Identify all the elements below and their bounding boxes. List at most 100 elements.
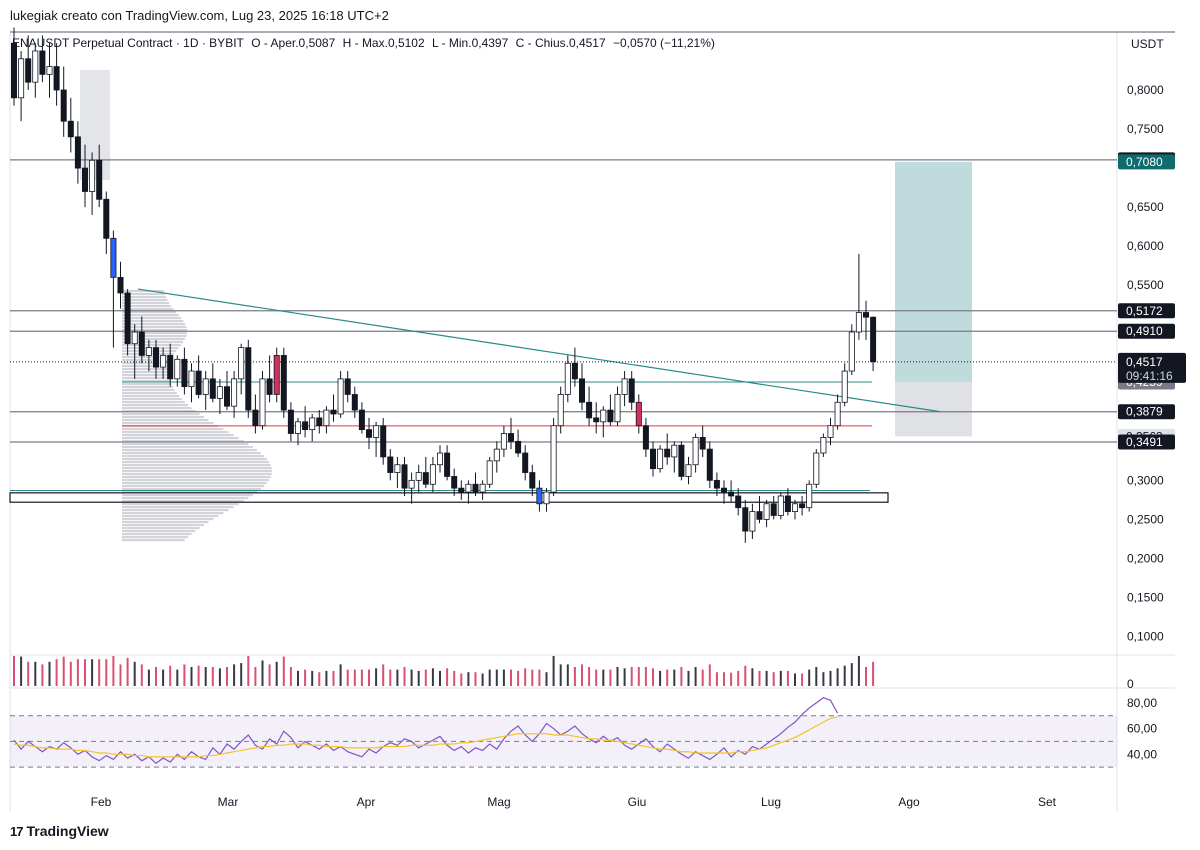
candle-body — [408, 479, 415, 489]
candle — [188, 363, 195, 403]
volume-profile-bar — [122, 461, 270, 464]
volume-bar — [865, 667, 867, 686]
volume-profile-bar — [122, 326, 187, 329]
volume-bar — [410, 669, 413, 686]
candle — [436, 445, 443, 473]
candle-body — [415, 472, 422, 481]
volume-profile-bar — [122, 437, 239, 440]
volume-bar — [495, 669, 498, 686]
volume-profile-bar — [122, 530, 196, 533]
candle — [337, 371, 344, 418]
volume-bar — [872, 661, 875, 686]
candle-body — [422, 472, 429, 485]
volume-bar — [644, 667, 647, 686]
volume-profile-bar — [122, 335, 187, 338]
time-tick-label: Set — [1038, 795, 1057, 809]
candle-body — [834, 401, 841, 427]
volume-bar — [247, 656, 250, 686]
candle — [813, 449, 820, 489]
candle — [117, 261, 124, 309]
volume-profile-bar — [122, 317, 182, 320]
volume-bar — [481, 673, 484, 686]
volume-profile-bar — [122, 449, 258, 452]
volume-bar — [779, 670, 782, 686]
candle — [792, 499, 799, 520]
candle-body — [841, 370, 848, 403]
candle — [721, 480, 728, 504]
volume-profile-bar — [122, 455, 265, 458]
candle-body — [557, 394, 564, 427]
candle — [152, 339, 159, 379]
volume-bar — [744, 665, 747, 686]
volume-profile-bar — [122, 371, 169, 374]
candle — [181, 347, 188, 395]
volume-profile-bar — [122, 368, 169, 371]
candle — [465, 480, 472, 504]
volume-bar — [155, 667, 157, 686]
candle-body — [486, 460, 493, 485]
volume-bar — [275, 661, 278, 686]
candle — [820, 433, 827, 457]
price-label-box — [1118, 154, 1175, 170]
candle — [536, 480, 543, 512]
price-axis-currency[interactable]: USDT — [1131, 37, 1164, 51]
volume-bar — [233, 664, 236, 686]
bar-countdown: 09:41:16 — [1126, 369, 1173, 383]
candle — [138, 316, 145, 364]
volume-profile-bar — [122, 407, 192, 410]
price-tick-label: 0,6500 — [1127, 200, 1164, 214]
candle-body — [18, 58, 25, 99]
candle — [294, 417, 301, 446]
volume-bar — [850, 663, 853, 686]
volume-profile-bar — [122, 401, 185, 404]
candle-body — [827, 425, 834, 438]
price-label: 0,4910 — [1126, 324, 1163, 338]
candle — [614, 386, 621, 426]
volume-bar — [772, 672, 775, 686]
candle-body — [117, 276, 124, 294]
volume-profile-bar — [122, 332, 188, 335]
candle — [124, 289, 131, 356]
candle-body — [650, 448, 657, 470]
volume-bar — [794, 673, 796, 686]
candle-body — [46, 66, 53, 75]
volume-bar — [652, 668, 654, 686]
candle-body — [770, 503, 777, 516]
volume-bar — [581, 664, 583, 686]
candle-body — [813, 452, 820, 485]
candle — [46, 43, 53, 98]
volume-profile-bar — [122, 380, 171, 383]
price-tick-label: 0,1500 — [1127, 590, 1164, 604]
candle-body — [550, 425, 557, 493]
symbol-info[interactable]: ENAUSDT Perpetual Contract · 1D · BYBIT — [12, 36, 244, 50]
candle-body — [401, 464, 408, 489]
volume-bar — [737, 670, 740, 686]
candle-body — [870, 316, 877, 363]
candle — [74, 121, 81, 184]
candle — [160, 347, 167, 379]
candle — [735, 488, 742, 516]
candle-body — [181, 358, 188, 388]
volume-bar — [268, 664, 271, 686]
candle-body — [735, 495, 742, 509]
high-value: H - Max.0,5102 — [342, 36, 425, 50]
volume-profile-bar — [122, 539, 185, 542]
candle-body — [479, 483, 486, 493]
candle-body — [642, 425, 649, 450]
candle-body — [571, 362, 578, 380]
last-price-box — [1118, 352, 1186, 383]
time-tick-label: Lug — [761, 795, 781, 809]
volume-bar — [396, 669, 399, 686]
candle-body — [167, 355, 174, 380]
candle-body — [515, 440, 522, 454]
volume-bar — [112, 656, 115, 686]
volume-profile-bar — [122, 386, 173, 389]
volume-bar — [801, 673, 804, 686]
volume-bar — [190, 667, 193, 686]
volume-bar — [730, 672, 733, 686]
time-tick-label: Apr — [357, 795, 376, 809]
candle — [131, 324, 138, 379]
candle — [302, 406, 309, 438]
volume-bar — [765, 670, 768, 686]
